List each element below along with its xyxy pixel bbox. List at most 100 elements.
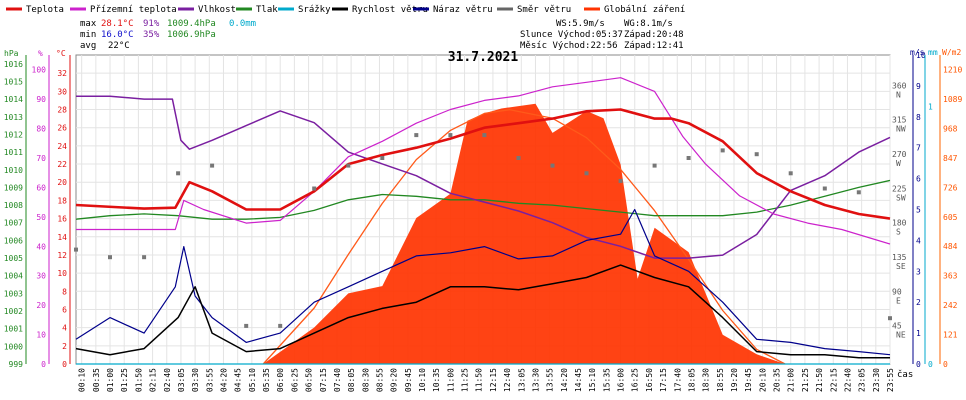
radiation-area	[263, 103, 786, 364]
x-tick-label: 03:30	[191, 368, 200, 392]
legend-label: Směr větru	[517, 5, 571, 15]
x-tick-label: 13:30	[531, 368, 540, 392]
direction-point	[176, 171, 181, 176]
humidity-tick-label: 50	[36, 213, 46, 222]
x-tick-label: 21:25	[801, 368, 810, 392]
x-tick-label: 14:20	[560, 368, 569, 392]
x-tick-label: 20:35	[773, 368, 782, 392]
wind-tick-label: 3	[916, 267, 921, 276]
temperature-unit: °C	[56, 49, 66, 58]
temperature-tick-label: 10	[57, 269, 67, 278]
direction-point	[142, 255, 147, 260]
humidity-tick-label: 40	[36, 242, 46, 251]
direction-point	[754, 152, 759, 157]
x-tick-label: 11:25	[461, 368, 470, 392]
x-tick-label: 00:10	[78, 368, 87, 392]
x-tick-label: 04:20	[219, 368, 228, 392]
pressure-unit: hPa	[4, 49, 19, 58]
stats-max-rain: 0.0mm	[229, 19, 256, 29]
x-tick-label: 22:40	[843, 368, 852, 392]
stats-max-pressure: 1009.4hPa	[167, 19, 216, 29]
direction-compass-label: N	[896, 90, 901, 99]
pressure-tick-label: 1013	[4, 113, 23, 122]
humidity-tick-label: 90	[36, 95, 46, 104]
direction-point	[584, 171, 589, 176]
legend-label: Globální záření	[604, 5, 685, 15]
direction-point	[244, 323, 249, 328]
legend-label: Srážky	[298, 5, 331, 15]
x-tick-label: 06:25	[290, 368, 299, 392]
series-lines	[74, 77, 892, 365]
x-tick-label: 13:05	[517, 368, 526, 392]
rain-tick-label: 0	[928, 360, 933, 369]
pressure-tick-label: 1009	[4, 183, 23, 192]
series-tlak	[75, 179, 891, 220]
x-tick-label: 08:30	[361, 368, 370, 392]
humidity-tick-label: 80	[36, 125, 46, 134]
direction-tick-label: 180	[892, 219, 907, 228]
x-tick-label: 17:15	[659, 368, 668, 392]
direction-point	[888, 316, 892, 321]
legend-label: Teplota	[26, 5, 64, 15]
info-moon-rise: Měsíc Východ:22:56	[520, 41, 618, 51]
x-tick-label: 06:00	[276, 368, 285, 392]
direction-tick-label: 270	[892, 150, 907, 159]
info-moon-set: Západ:12:41	[624, 41, 684, 51]
x-tick-label: 19:45	[744, 368, 753, 392]
x-tick-label: 11:50	[475, 368, 484, 392]
x-tick-label: 23:55	[886, 368, 895, 392]
x-tick-label: 07:40	[333, 368, 342, 392]
x-tick-label: 01:25	[120, 368, 129, 392]
legend-label: Vlhkost	[198, 5, 236, 15]
info-sun-set: Západ:20:48	[624, 30, 684, 40]
x-tick-label: 10:10	[418, 368, 427, 392]
stats-max-humidity: 91%	[143, 19, 160, 29]
direction-compass-label: E	[896, 296, 901, 305]
pressure-tick-label: 1000	[4, 342, 23, 351]
direction-compass-label: S	[896, 228, 901, 237]
direction-compass-label: SE	[896, 262, 906, 271]
stats-max-temp: 28.1°C	[101, 19, 134, 29]
x-tick-label: 02:15	[149, 368, 158, 392]
radiation-tick-label: 1089	[943, 95, 962, 104]
x-tick-label: 23:05	[858, 368, 867, 392]
direction-tick-label: 225	[892, 184, 907, 193]
temperature-tick-label: 18	[57, 196, 67, 205]
humidity-tick-label: 100	[32, 66, 47, 75]
wind-tick-label: 1	[916, 329, 921, 338]
x-tick-label: 04:45	[234, 368, 243, 392]
info-sun-rise: Slunce Východ:05:37	[520, 30, 623, 40]
humidity-tick-label: 20	[36, 301, 46, 310]
stats-min-humidity: 35%	[143, 30, 160, 40]
direction-point	[516, 156, 521, 160]
radiation-tick-label: 0	[943, 360, 948, 369]
series-globalni-zareni	[263, 103, 786, 364]
x-tick-label: 01:50	[134, 368, 143, 392]
radiation-tick-label: 1210	[943, 66, 962, 75]
stats-min-temp: 16.0°C	[101, 30, 134, 40]
pressure-tick-label: 1005	[4, 254, 23, 263]
stats-block: max 28.1°C 91% 1009.4hPa 0.0mm min 16.0°…	[80, 19, 256, 51]
direction-tick-label: 90	[892, 287, 902, 296]
x-tick-label: 08:05	[347, 368, 356, 392]
rain-tick-label: 1	[928, 103, 933, 112]
pressure-tick-label: 999	[9, 360, 24, 369]
direction-compass-label: NW	[896, 125, 906, 134]
wind-tick-label: 6	[916, 175, 921, 184]
direction-point	[380, 156, 385, 160]
x-tick-label: 16:00	[617, 368, 626, 392]
temperature-tick-label: 2	[62, 342, 67, 351]
pressure-tick-label: 1014	[4, 95, 23, 104]
temperature-tick-label: 14	[57, 233, 67, 242]
axes: 00:10 00:35 01:00 01:25 01:50 02:15 02:40 03:05…	[4, 48, 963, 392]
temperature-tick-label: 32	[57, 69, 67, 78]
stats-min-pressure: 1006.9hPa	[167, 30, 216, 40]
direction-point	[312, 186, 317, 191]
direction-compass-label: SW	[896, 193, 906, 202]
radiation-tick-label: 726	[943, 183, 958, 192]
temperature-tick-label: 4	[62, 324, 67, 333]
direction-point	[108, 255, 112, 260]
series-rychlost-v-tru	[75, 264, 890, 359]
humidity-tick-label: 0	[41, 360, 46, 369]
